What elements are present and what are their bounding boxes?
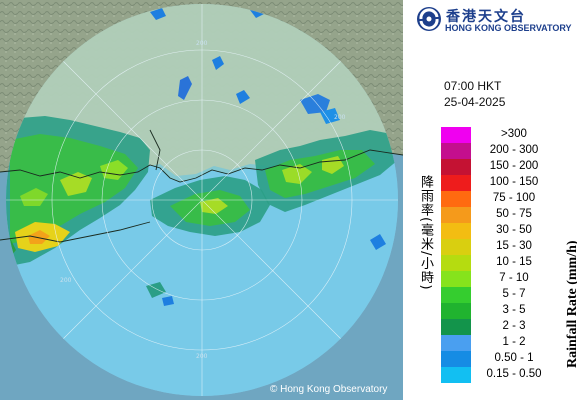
legend-row: 200 - 300 bbox=[441, 143, 577, 159]
legend-label: 2 - 3 bbox=[502, 320, 526, 332]
ring-label-west: 200 bbox=[60, 277, 72, 284]
legend-label: 5 - 7 bbox=[502, 288, 526, 300]
legend-swatch bbox=[441, 287, 471, 303]
legend-row: 3 - 5 bbox=[441, 303, 577, 319]
legend-row: 0.15 - 0.50 bbox=[441, 367, 577, 383]
legend-swatch bbox=[441, 255, 471, 271]
legend-row: 30 - 50 bbox=[441, 223, 577, 239]
legend-swatch bbox=[441, 143, 471, 159]
logo-chinese-name: 香港天文台 bbox=[446, 9, 526, 25]
legend-label: 3 - 5 bbox=[502, 304, 526, 316]
legend-label: 1 - 2 bbox=[502, 336, 526, 348]
legend-swatch bbox=[441, 223, 471, 239]
legend-label: 200 - 300 bbox=[489, 144, 539, 156]
legend-swatch bbox=[441, 191, 471, 207]
legend-label: 50 - 75 bbox=[496, 208, 532, 220]
legend-swatch bbox=[441, 271, 471, 287]
legend-label: 15 - 30 bbox=[496, 240, 532, 252]
radar-map: 200 200 200 200 bbox=[0, 0, 403, 400]
legend-label: 30 - 50 bbox=[496, 224, 532, 236]
legend-label: 0.15 - 0.50 bbox=[486, 368, 542, 380]
copyright-notice: © Hong Kong Observatory bbox=[270, 384, 388, 395]
legend-swatch bbox=[441, 367, 471, 383]
ring-label-east: 200 bbox=[334, 114, 346, 121]
info-panel: 香港天文台 HONG KONG OBSERVATORY 07:00 HKT 25… bbox=[403, 0, 577, 400]
legend-swatch bbox=[441, 319, 471, 335]
legend-row: 5 - 7 bbox=[441, 287, 577, 303]
rainfall-legend: >300 200 - 300 150 - 200 100 - 150 75 - 100 5… bbox=[441, 127, 577, 383]
rain-echoes bbox=[6, 6, 398, 306]
legend-row: 150 - 200 bbox=[441, 159, 577, 175]
range-ring-labels: 200 200 200 200 bbox=[60, 40, 346, 360]
legend-swatch bbox=[441, 303, 471, 319]
ring-label-south: 200 bbox=[196, 353, 208, 360]
legend-swatch bbox=[441, 239, 471, 255]
legend-label: 10 - 15 bbox=[496, 256, 532, 268]
observation-time: 07:00 HKT bbox=[444, 79, 502, 93]
boundary-lines bbox=[0, 129, 403, 243]
ring-label-north: 200 bbox=[196, 40, 208, 47]
legend-swatch bbox=[441, 127, 471, 143]
logo-english-name: HONG KONG OBSERVATORY bbox=[445, 23, 572, 33]
legend-label: 100 - 150 bbox=[489, 176, 539, 188]
legend-row: 15 - 30 bbox=[441, 239, 577, 255]
legend-label: 0.50 - 1 bbox=[494, 352, 534, 364]
legend-row: 10 - 15 bbox=[441, 255, 577, 271]
range-rings bbox=[6, 4, 398, 396]
observation-date: 25-04-2025 bbox=[444, 95, 506, 109]
legend-label: 150 - 200 bbox=[489, 160, 539, 172]
legend-title-english: Rainfall Rate (mm/h) bbox=[565, 240, 577, 368]
legend-label: >300 bbox=[501, 128, 527, 140]
legend-swatch bbox=[441, 175, 471, 191]
legend-row: 50 - 75 bbox=[441, 207, 577, 223]
legend-row: 1 - 2 bbox=[441, 335, 577, 351]
legend-title-chinese: 降雨率(毫米/小時) bbox=[418, 175, 433, 291]
hko-logo-icon bbox=[417, 7, 441, 31]
legend-swatch bbox=[441, 159, 471, 175]
legend-row: 75 - 100 bbox=[441, 191, 577, 207]
legend-label: 75 - 100 bbox=[492, 192, 536, 204]
legend-swatch bbox=[441, 207, 471, 223]
legend-row: 100 - 150 bbox=[441, 175, 577, 191]
legend-row: >300 bbox=[441, 127, 577, 143]
legend-row: 2 - 3 bbox=[441, 319, 577, 335]
legend-row: 0.50 - 1 bbox=[441, 351, 577, 367]
legend-label: 7 - 10 bbox=[499, 272, 529, 284]
legend-swatch bbox=[441, 335, 471, 351]
legend-swatch bbox=[441, 351, 471, 367]
legend-row: 7 - 10 bbox=[441, 271, 577, 287]
